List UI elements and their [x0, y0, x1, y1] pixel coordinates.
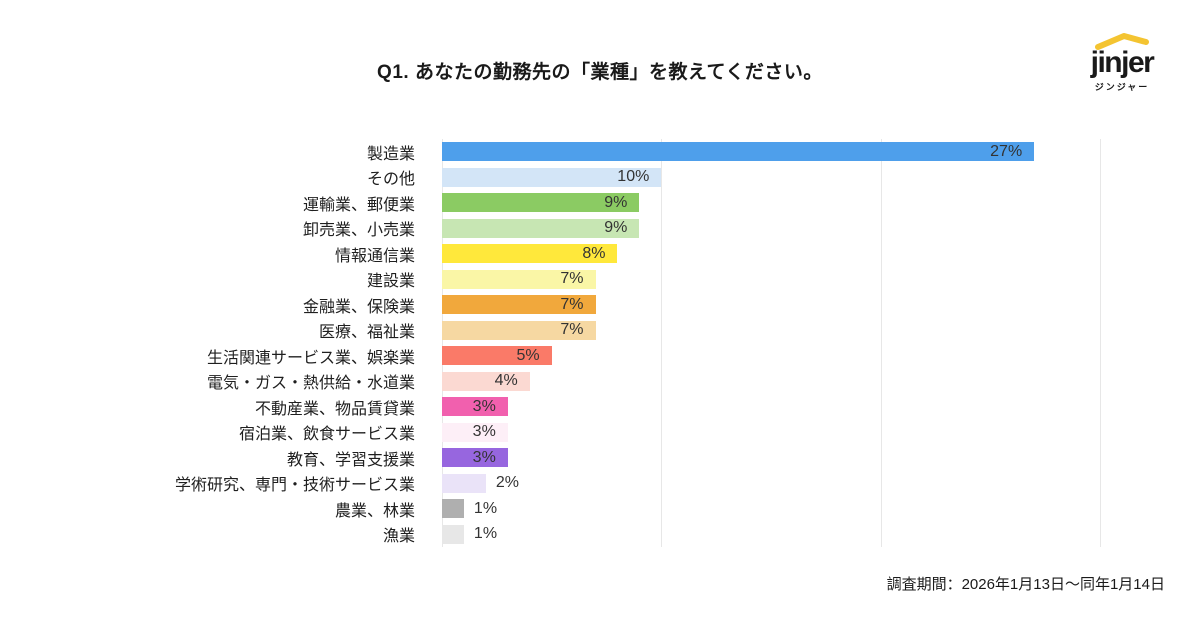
gridline-0pct [442, 139, 443, 547]
chart-row: 不動産業、物品賃貸業 3% [0, 394, 1200, 420]
value-label: 2% [495, 474, 519, 492]
bar: 4% [442, 371, 530, 391]
bar: 8% [442, 244, 618, 264]
industry-bar-chart: 製造業 27% その他 10% 運輸業、郵便業 9% 卸売業、小売業 9% 情報通信業 8% 建設業… [0, 139, 1200, 547]
category-label: 教育、学習支援業 [286, 451, 415, 469]
chart-row: 医療、福祉業 7% [0, 318, 1200, 344]
page-title: Q1. あなたの勤務先の「業種」を教えてください。 [377, 62, 823, 83]
value-label: 7% [560, 270, 584, 288]
bar: 3% [442, 448, 508, 468]
bar [442, 499, 464, 519]
category-label: 運輸業、郵便業 [302, 196, 415, 214]
chart-row: 製造業 27% [0, 139, 1200, 165]
survey-period-note: 調査期間：2026年1月13日〜同年1月14日 [886, 576, 1165, 593]
jinjer-katakana-text: ジンジャー [1094, 82, 1150, 92]
value-label: 1% [473, 499, 498, 517]
chart-row: 電気・ガス・熱供給・水道業 4% [0, 369, 1200, 395]
category-label: 不動産業、物品賃貸業 [254, 400, 415, 418]
value-label: 3% [472, 448, 496, 466]
category-label: 漁業 [382, 528, 415, 546]
bar [442, 473, 486, 493]
value-label: 9% [604, 219, 628, 237]
category-label: 情報通信業 [334, 247, 415, 265]
category-label: 農業、林業 [334, 502, 415, 520]
category-label: 建設業 [366, 273, 415, 291]
chart-row: 宿泊業、飲食サービス業 3% [0, 420, 1200, 446]
bar: 7% [442, 295, 596, 315]
value-label: 3% [472, 397, 496, 415]
bar: 5% [442, 346, 552, 366]
chart-row: 学術研究、専門・技術サービス業 2% [0, 471, 1200, 497]
bar: 7% [442, 320, 596, 340]
value-label: 10% [617, 168, 650, 186]
value-label: 8% [582, 244, 606, 262]
value-label: 7% [560, 295, 584, 313]
value-label: 27% [990, 142, 1023, 160]
chart-row: 建設業 7% [0, 267, 1200, 293]
bar: 3% [442, 422, 508, 442]
bar [442, 524, 464, 544]
chart-row: 生活関連サービス業、娯楽業 5% [0, 343, 1200, 369]
category-label: 宿泊業、飲食サービス業 [238, 426, 415, 444]
value-label: 5% [516, 346, 540, 364]
gridline-20pct [880, 139, 882, 547]
category-label: 電気・ガス・熱供給・水道業 [206, 375, 415, 393]
chart-row: 漁業 1% [0, 522, 1200, 548]
chart-row: 情報通信業 8% [0, 241, 1200, 267]
gridline-30pct [1100, 139, 1101, 547]
chart-row: その他 10% [0, 165, 1200, 191]
value-label: 9% [604, 193, 628, 211]
chart-row: 運輸業、郵便業 9% [0, 190, 1200, 216]
category-label: 金融業、保険業 [302, 298, 415, 316]
value-label: 1% [473, 525, 498, 543]
bar: 3% [442, 397, 508, 417]
category-label: 学術研究、専門・技術サービス業 [174, 477, 415, 495]
jinjer-roof-icon [1095, 33, 1149, 50]
chart-row: 農業、林業 1% [0, 496, 1200, 522]
jinjer-logo: jinjer ジンジャー [1074, 33, 1170, 92]
category-label: 生活関連サービス業、娯楽業 [206, 349, 415, 367]
jinjer-brand-text: jinjer [1090, 46, 1155, 79]
gridline-10pct [661, 139, 663, 547]
value-label: 7% [560, 321, 584, 339]
bar: 10% [442, 167, 662, 187]
chart-row: 金融業、保険業 7% [0, 292, 1200, 318]
value-label: 4% [494, 372, 518, 390]
bar: 9% [442, 193, 640, 213]
chart-row: 教育、学習支援業 3% [0, 445, 1200, 471]
bar: 9% [442, 218, 640, 238]
category-label: 卸売業、小売業 [302, 222, 415, 240]
chart-row: 卸売業、小売業 9% [0, 216, 1200, 242]
category-label: 医療、福祉業 [318, 324, 415, 342]
bar: 27% [442, 142, 1035, 162]
category-label: その他 [366, 171, 415, 189]
value-label: 3% [472, 423, 496, 441]
category-label: 製造業 [366, 145, 415, 163]
bar: 7% [442, 269, 596, 289]
